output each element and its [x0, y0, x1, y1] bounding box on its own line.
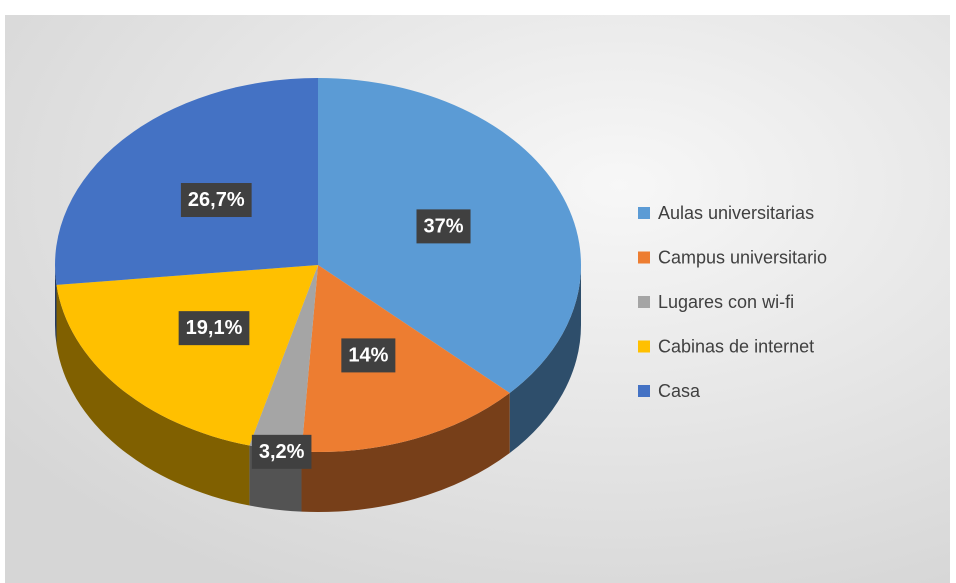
value-label: 14% [348, 344, 388, 366]
value-labels: 37% 14% 3,2% 19,1% 26,7% [178, 183, 471, 469]
value-label: 19,1% [186, 317, 243, 339]
pie-tops [55, 78, 581, 453]
legend-label: Campus universitario [658, 248, 827, 268]
slice [55, 78, 319, 285]
value-label-box [416, 209, 471, 244]
legend-swatch [638, 296, 650, 308]
value-label: 37% [423, 215, 463, 237]
legend-swatch [638, 207, 650, 219]
value-label-box [180, 183, 252, 218]
legend: Aulas universitarias Campus universitario… [638, 203, 827, 401]
slice-side [509, 265, 581, 454]
legend-swatch [638, 385, 650, 397]
value-label-box [341, 338, 396, 373]
value-label-box [178, 311, 250, 346]
legend-label: Cabinas de internet [658, 337, 814, 357]
legend-label: Casa [658, 381, 701, 401]
slice-side [56, 284, 250, 506]
slice-side [55, 265, 57, 345]
legend-label: Lugares con wi-fi [658, 292, 794, 312]
slice [249, 265, 318, 452]
slice [56, 265, 318, 446]
legend-label: Aulas universitarias [658, 203, 814, 223]
value-label-box [251, 434, 312, 469]
slice-side [301, 393, 510, 513]
slice [301, 265, 510, 453]
legend-swatch [638, 251, 650, 264]
value-label: 26,7% [188, 189, 245, 211]
value-label: 3,2% [259, 441, 305, 463]
legend-swatch [638, 340, 650, 353]
